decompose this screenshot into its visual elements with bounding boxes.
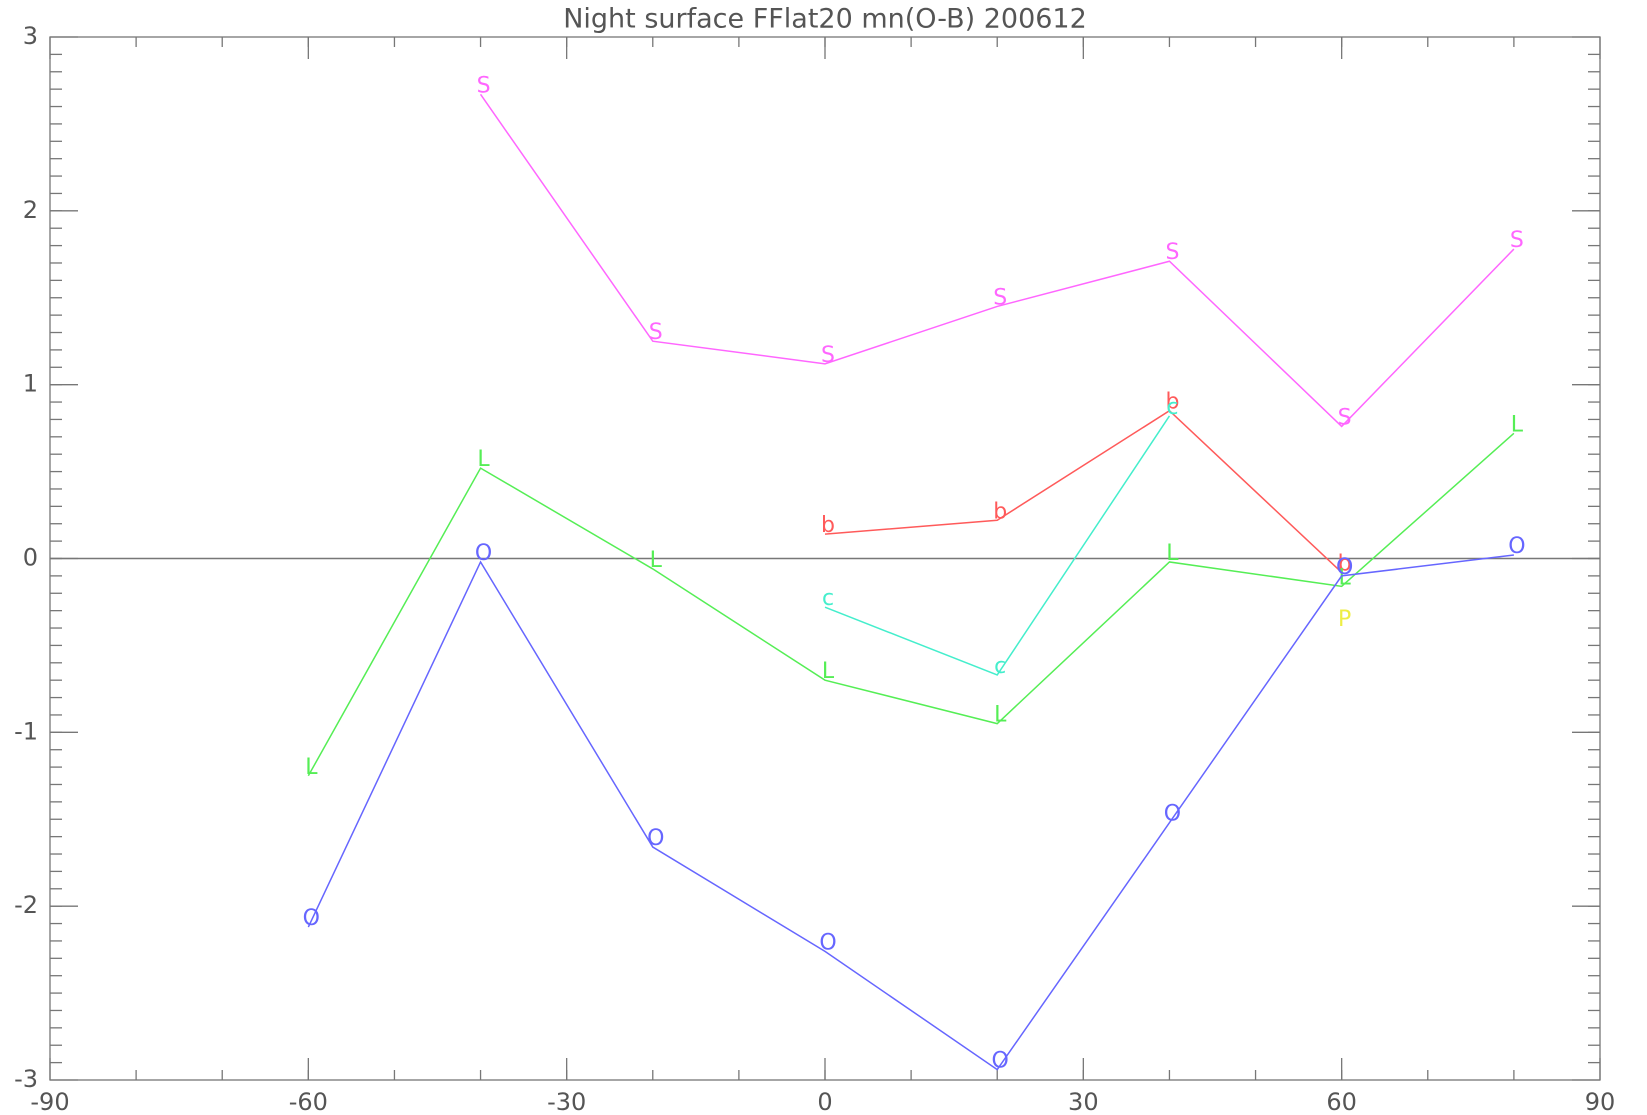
point-marker: O	[992, 1049, 1009, 1074]
series-line	[479, 93, 1515, 428]
series-line	[824, 415, 1171, 676]
point-marker: O	[647, 826, 664, 851]
y-tick-label: -1	[14, 717, 38, 745]
point-marker: L	[1339, 565, 1352, 590]
point-marker: S	[821, 343, 835, 368]
series-line	[307, 432, 1515, 777]
y-tick-label: -2	[14, 891, 38, 919]
point-marker: b	[993, 499, 1007, 524]
point-marker: S	[1338, 405, 1352, 430]
y-tick-label: 0	[23, 544, 38, 572]
point-marker: O	[819, 930, 836, 955]
point-marker: S	[1510, 228, 1524, 253]
point-marker: L	[305, 755, 318, 780]
y-tick-label: -3	[14, 1065, 38, 1093]
point-marker: O	[1164, 802, 1181, 827]
point-marker: b	[821, 513, 835, 538]
point-marker: S	[993, 285, 1007, 310]
x-tick-label: 60	[1326, 1088, 1357, 1115]
y-tick-label: 3	[23, 22, 38, 50]
point-marker: c	[1166, 395, 1178, 420]
chart-title: Night surface FFlat20 mn(O-B) 200612	[563, 4, 1087, 35]
point-marker: O	[303, 906, 320, 931]
point-marker: S	[477, 73, 491, 98]
point-marker: O	[475, 541, 492, 566]
x-tick-label: -90	[30, 1088, 69, 1115]
x-tick-label: -30	[547, 1088, 586, 1115]
point-marker: S	[1165, 240, 1179, 265]
series-line	[824, 409, 1343, 573]
point-marker: b	[1338, 551, 1352, 576]
point-marker: L	[1511, 412, 1524, 437]
point-marker: O	[1336, 555, 1353, 580]
point-marker: L	[650, 548, 663, 573]
point-marker: c	[994, 654, 1006, 679]
point-marker: c	[822, 586, 834, 611]
point-marker: L	[994, 703, 1007, 728]
series-line	[307, 554, 1514, 1071]
x-tick-label: 0	[817, 1088, 832, 1115]
point-marker: O	[1508, 534, 1525, 559]
x-tick-label: -60	[289, 1088, 328, 1115]
point-marker: L	[1166, 541, 1179, 566]
point-marker: L	[477, 447, 490, 472]
x-tick-label: 90	[1585, 1088, 1616, 1115]
y-tick-label: 2	[23, 196, 38, 224]
point-marker: P	[1338, 607, 1351, 632]
point-marker: S	[649, 320, 663, 345]
point-marker: b	[1165, 390, 1179, 415]
y-tick-label: 1	[23, 370, 38, 398]
point-marker: L	[822, 659, 835, 684]
x-tick-label: 30	[1068, 1088, 1099, 1115]
